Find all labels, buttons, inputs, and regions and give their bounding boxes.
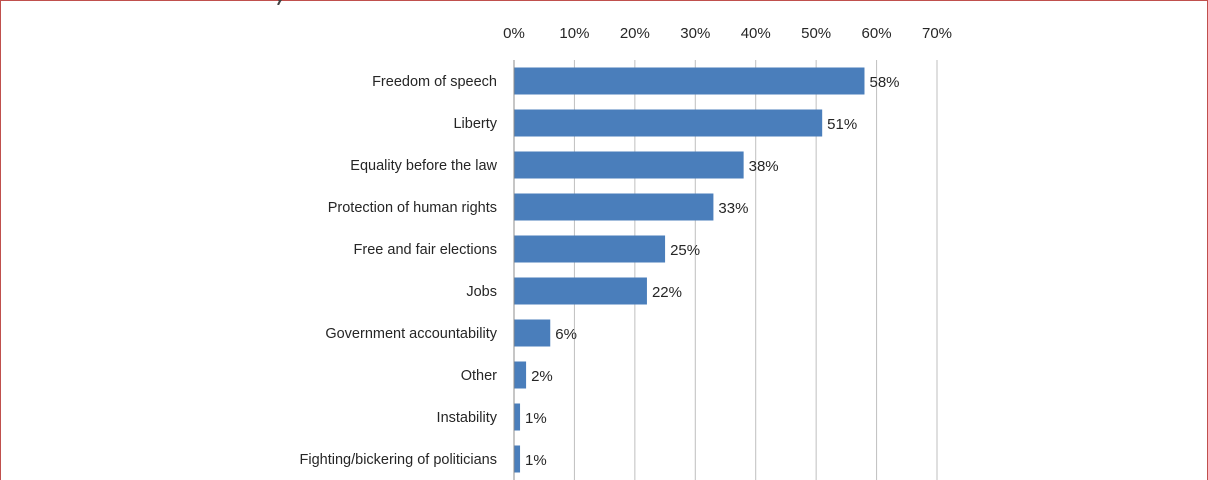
data-label: 38%: [749, 158, 779, 175]
data-labels: 58% 51% 38% 33% 25% 22% 6% 2% 1% 1%: [525, 74, 899, 469]
bars: [514, 67, 865, 473]
data-label: 51%: [827, 116, 857, 133]
bar: [514, 319, 551, 347]
bar: [514, 277, 647, 305]
category-label: Free and fair elections: [354, 242, 497, 258]
x-tick-label: 0%: [503, 25, 525, 42]
category-labels: Freedom of speech Liberty Equality before …: [300, 74, 498, 468]
data-label: 25%: [670, 242, 700, 259]
bar: [514, 403, 521, 431]
x-tick-label: 70%: [922, 25, 952, 42]
category-label: Freedom of speech: [372, 74, 497, 90]
bar: [514, 109, 823, 137]
category-label: Fighting/bickering of politicians: [300, 452, 497, 468]
data-label: 33%: [718, 200, 748, 217]
x-tick-label: 40%: [741, 25, 771, 42]
bar: [514, 235, 666, 263]
bar: [514, 151, 744, 179]
x-tick-label: 60%: [862, 25, 892, 42]
bar: [514, 361, 527, 389]
x-tick-label: 20%: [620, 25, 650, 42]
data-label: 58%: [869, 74, 899, 91]
category-label: Jobs: [466, 284, 497, 300]
data-label: 2%: [531, 368, 553, 385]
data-label: 1%: [525, 410, 547, 427]
x-tick-label: 10%: [559, 25, 589, 42]
category-label: Instability: [437, 410, 498, 426]
category-label: Government accountability: [325, 326, 497, 342]
category-label: Other: [461, 368, 497, 384]
bar: [514, 445, 521, 473]
category-label: Equality before the law: [350, 158, 497, 174]
data-label: 22%: [652, 284, 682, 301]
bar: [514, 67, 865, 95]
data-label: 6%: [555, 326, 577, 343]
x-tick-label: 50%: [801, 25, 831, 42]
title-fragment: [270, 0, 290, 5]
x-tick-label: 30%: [680, 25, 710, 42]
bar: [514, 193, 714, 221]
category-label: Protection of human rights: [328, 200, 497, 216]
x-axis-ticks: 0% 10% 20% 30% 40% 50% 60% 70%: [503, 25, 952, 42]
category-label: Liberty: [453, 116, 497, 132]
data-label: 1%: [525, 452, 547, 469]
